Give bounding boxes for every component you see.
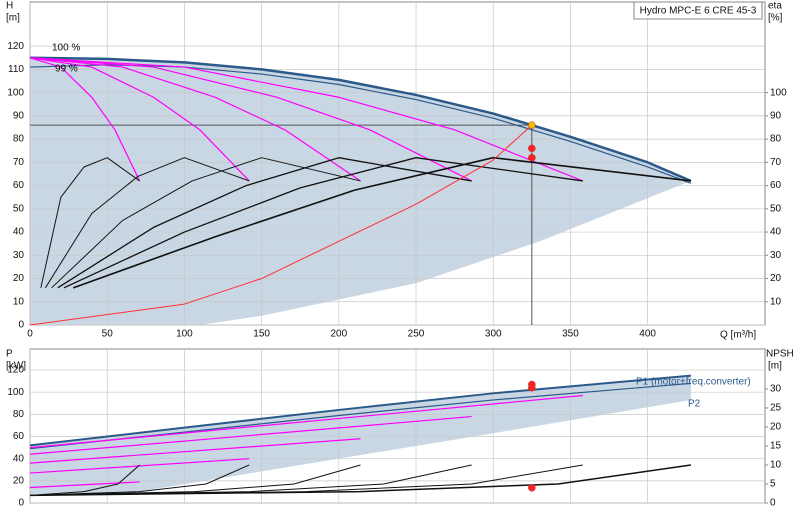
- y-tick-label: 20: [13, 475, 25, 486]
- x-label: Q [m³/h]: [720, 330, 756, 341]
- curve: [29, 438, 361, 464]
- y-tick-label: 120: [7, 365, 24, 376]
- curve: [29, 464, 691, 497]
- y-tick-label: 120: [7, 41, 24, 52]
- operating-point: [528, 484, 536, 492]
- y-tick-label: 90: [13, 111, 25, 122]
- x-tick-label: 250: [408, 329, 425, 340]
- curve: [29, 464, 250, 496]
- y-tick-label: 50: [13, 203, 25, 214]
- curve: [29, 374, 691, 447]
- chart-title: Hydro MPC-E 6 CRE 45-3: [640, 6, 757, 17]
- annotation: 99 %: [55, 64, 78, 75]
- y-tick-label: 60: [13, 431, 25, 442]
- y2-tick-label: 20: [770, 422, 782, 433]
- operating-range-area: [30, 375, 691, 495]
- curve: [45, 157, 250, 289]
- y-tick-label: 20: [13, 273, 25, 284]
- x-tick-label: 0: [27, 329, 33, 340]
- y-tick-label: 80: [13, 134, 25, 145]
- y2-tick-label: 100: [770, 87, 787, 98]
- curve: [29, 415, 472, 455]
- y2-tick-label: 0: [770, 498, 776, 509]
- x-tick-label: 100: [176, 329, 193, 340]
- x-tick-label: 200: [330, 329, 347, 340]
- title-box: [633, 1, 763, 20]
- y-tick-label: 0: [18, 320, 24, 331]
- curve: [29, 394, 583, 449]
- y2-tick-label: 70: [770, 157, 782, 168]
- layers: 0102030405060708090100110120102030405060…: [7, 2, 787, 509]
- y2-tick-label: 5: [770, 479, 776, 490]
- y2-tick-label: 25: [770, 403, 782, 414]
- y-tick-label: 60: [13, 180, 25, 191]
- y-label: H: [6, 1, 13, 12]
- curve: [29, 481, 140, 489]
- curve: [29, 124, 533, 326]
- y2-tick-label: 40: [770, 227, 782, 238]
- y-tick-label: 100: [7, 87, 24, 98]
- y2-tick-label: 80: [770, 134, 782, 145]
- y-label: P: [6, 349, 13, 360]
- curve: [51, 157, 361, 289]
- y-tick-label: 0: [18, 498, 24, 509]
- y2-tick-label: 90: [770, 111, 782, 122]
- y2-unit: [%]: [768, 13, 783, 24]
- curve: [29, 57, 361, 182]
- curve: [40, 157, 140, 288]
- y-tick-label: 30: [13, 250, 25, 261]
- annotation: P2: [688, 399, 701, 410]
- y-tick-label: 100: [7, 387, 24, 398]
- operating-point: [528, 144, 536, 153]
- y2-tick-label: 60: [770, 180, 782, 191]
- curve: [63, 157, 583, 289]
- y2-unit: [m]: [768, 361, 782, 372]
- y-tick-label: 110: [8, 64, 24, 75]
- y-unit: [kW]: [6, 361, 26, 372]
- curve: [29, 57, 472, 182]
- operating-point: [528, 121, 536, 129]
- y2-tick-label: 30: [770, 250, 782, 261]
- y-unit: [m]: [6, 13, 20, 24]
- curve: [29, 56, 692, 183]
- x-tick-label: 150: [253, 329, 270, 340]
- curve: [29, 57, 250, 182]
- y2-tick-label: 15: [770, 441, 782, 452]
- y2-tick-label: 20: [770, 273, 782, 284]
- curve: [29, 57, 141, 182]
- y2-tick-label: 30: [770, 384, 782, 395]
- x-tick-label: 350: [562, 329, 579, 340]
- curve: [29, 464, 140, 496]
- y-tick-label: 10: [13, 296, 25, 307]
- curve: [29, 458, 250, 474]
- annotation: P1 (motor+freq.converter): [636, 377, 751, 388]
- y-tick-label: 80: [13, 409, 25, 420]
- curve: [57, 157, 472, 289]
- y2-tick-label: 10: [770, 460, 782, 471]
- y-tick-label: 70: [13, 157, 25, 168]
- x-tick-label: 50: [102, 329, 114, 340]
- x-tick-label: 300: [485, 329, 502, 340]
- curve: [29, 57, 584, 182]
- y2-label: NPSH: [766, 349, 794, 360]
- y-tick-label: 40: [13, 227, 25, 238]
- y2-label: eta: [768, 1, 782, 12]
- curve: [72, 156, 691, 289]
- operating-point: [528, 384, 536, 392]
- operating-point: [528, 153, 536, 162]
- y2-tick-label: 10: [770, 296, 782, 307]
- annotation: 100 %: [52, 43, 80, 54]
- y2-tick-label: 50: [770, 203, 782, 214]
- y-tick-label: 40: [13, 453, 25, 464]
- x-tick-label: 400: [639, 329, 656, 340]
